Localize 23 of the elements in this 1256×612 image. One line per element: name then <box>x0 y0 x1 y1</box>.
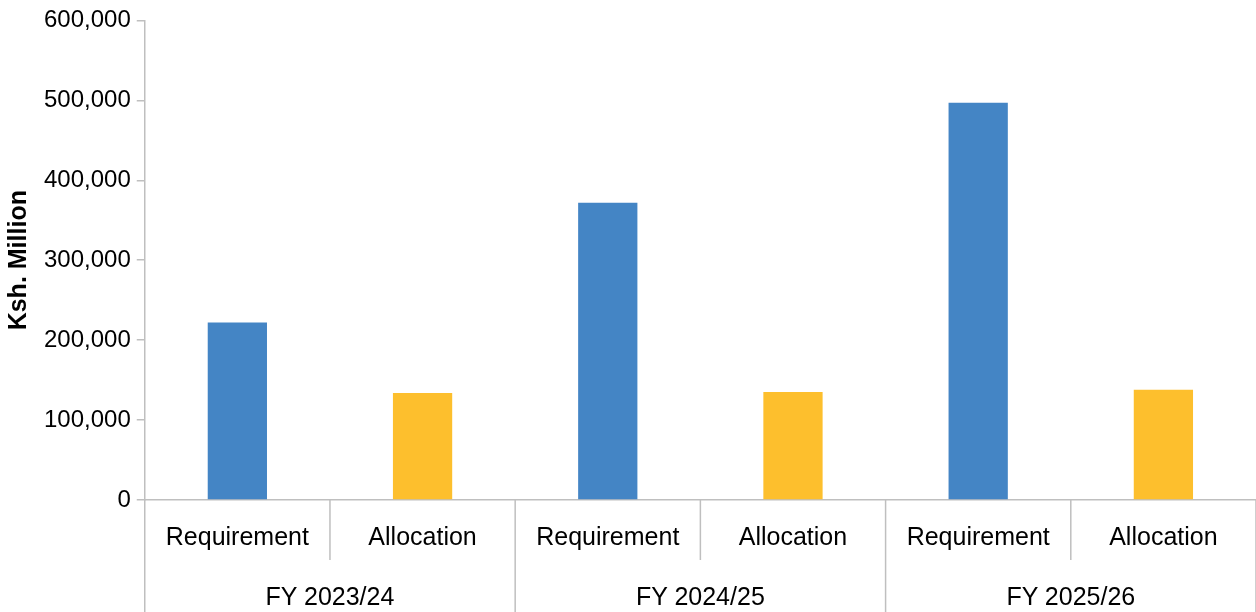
y-tick-label: 300,000 <box>43 244 131 272</box>
bar <box>948 102 1008 500</box>
bar <box>207 322 267 500</box>
bar <box>392 392 453 500</box>
text: Requirement <box>536 521 680 550</box>
bar <box>578 202 638 500</box>
x-tick-label: FY 2024/25 <box>635 581 765 610</box>
y-tick-label: 100,000 <box>43 404 131 432</box>
y-axis-title: Ksh. Million <box>2 190 31 331</box>
text: Allocation <box>368 521 477 550</box>
y-tick-label: 0 <box>117 484 131 512</box>
x-tick-label: FY 2025/26 <box>1006 581 1136 610</box>
series-label: Allocation <box>738 521 848 550</box>
bar <box>1133 389 1194 500</box>
bar <box>763 392 823 500</box>
y-tick-label: 500,000 <box>43 84 131 112</box>
y-tick-label: 200,000 <box>43 324 131 352</box>
y-tick-label: 400,000 <box>43 164 131 192</box>
text: Requirement <box>906 521 1050 550</box>
y-tick-label: 600,000 <box>43 5 131 33</box>
text: Allocation <box>1109 521 1218 550</box>
x-tick-label: FY 2023/24 <box>265 581 395 610</box>
series-label: Requirement <box>165 521 309 550</box>
